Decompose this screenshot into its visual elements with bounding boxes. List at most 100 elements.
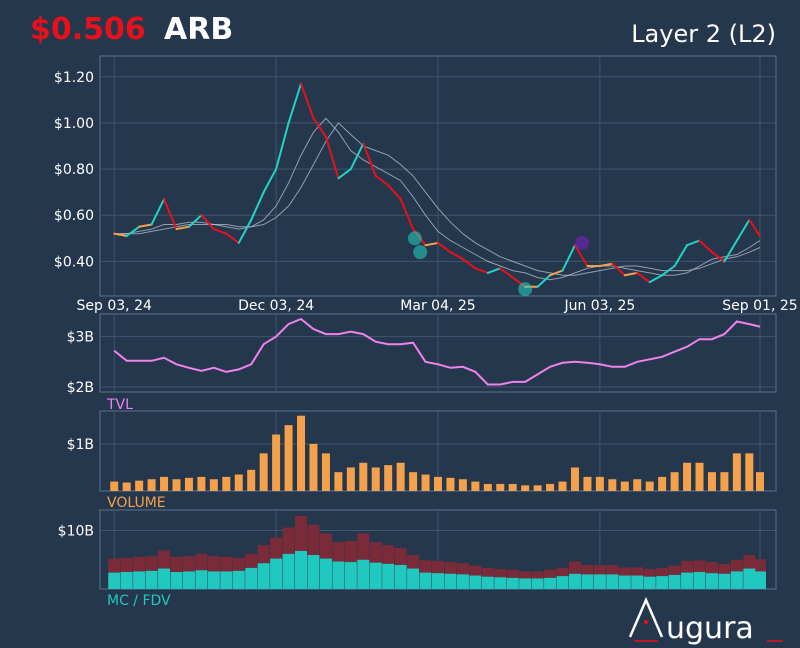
price-segment	[474, 267, 489, 274]
volume-bar	[197, 476, 206, 491]
volume-bar	[209, 479, 218, 491]
mc-bar	[195, 570, 208, 589]
price-segment	[648, 274, 664, 284]
price-segment	[611, 262, 626, 277]
price-segment	[150, 198, 166, 226]
volume-bar	[533, 485, 542, 491]
mc-bar	[730, 571, 743, 589]
volume-bar	[359, 462, 368, 491]
volume-bar	[546, 483, 555, 491]
price-segment	[661, 265, 676, 277]
mc-bar	[295, 550, 308, 589]
price-segment	[250, 191, 265, 221]
price-segment	[549, 269, 564, 277]
volume-bar	[707, 472, 716, 491]
volume-bar	[222, 476, 231, 491]
x-tick-label: Sep 01, 25	[722, 298, 797, 314]
price-segment	[561, 244, 576, 272]
volume-bar	[570, 467, 579, 491]
sector-label: Layer 2 (L2)	[631, 20, 776, 48]
tvl-y-tick-label: $2B	[67, 380, 94, 396]
mc-bar	[631, 575, 644, 589]
price-segment	[138, 223, 153, 228]
mc-bar	[220, 571, 233, 589]
mc-bar	[257, 563, 270, 589]
mc-bar	[120, 572, 133, 589]
price-segment	[312, 117, 327, 138]
mc-bar	[456, 574, 469, 589]
price-segment	[499, 267, 514, 279]
mc-bar	[656, 576, 669, 589]
volume-bar	[321, 453, 330, 491]
mc-bar	[282, 553, 295, 589]
mc-bar	[145, 570, 158, 589]
mc-bar	[668, 574, 681, 589]
volume-bar	[521, 485, 530, 491]
x-tick-label: Sep 03, 24	[77, 298, 152, 314]
event-marker	[518, 282, 533, 297]
volume-bar	[147, 479, 156, 491]
price-segment	[399, 198, 415, 231]
volume-bar	[259, 453, 268, 491]
volume-bar	[371, 467, 380, 491]
mc-bar	[681, 572, 694, 589]
volume-bar	[755, 472, 764, 491]
volume-bar	[421, 474, 430, 491]
mc-bar	[357, 559, 370, 589]
volume-bar	[483, 483, 492, 491]
mc-bar	[753, 571, 766, 589]
mc-bar	[270, 558, 283, 589]
volume-bar	[272, 434, 281, 491]
mc-bar	[394, 565, 407, 589]
volume-bar	[135, 480, 144, 491]
price-segment	[200, 214, 215, 231]
volume-bar	[346, 467, 355, 491]
mc-bar	[556, 576, 569, 589]
mc-bar	[319, 558, 332, 589]
volume-bar	[745, 453, 754, 491]
x-tick-label: Dec 03, 24	[238, 298, 314, 314]
volume-bar	[297, 415, 306, 491]
price-y-tick-label: $1.00	[54, 116, 94, 132]
price-segment	[748, 218, 761, 237]
mc-bar	[407, 568, 420, 589]
volume-bar	[558, 481, 567, 491]
volume-bar	[620, 481, 629, 491]
volume-bar	[309, 443, 318, 491]
price-segment	[698, 239, 713, 254]
mc-bar	[170, 572, 183, 589]
volume-bar	[471, 481, 480, 491]
price-segment	[225, 232, 240, 244]
price-y-tick-label: $0.80	[54, 162, 94, 178]
price-segment	[212, 228, 228, 235]
price-segment	[374, 175, 390, 187]
tvl-title: TVL	[106, 397, 133, 413]
volume-bar	[508, 483, 517, 491]
mc-bar	[182, 571, 195, 589]
price-y-tick-label: $0.40	[54, 254, 94, 270]
volume-bar	[110, 481, 119, 491]
price-segment	[175, 225, 190, 231]
ticker-symbol: ARB	[164, 12, 234, 47]
price-segment	[262, 168, 278, 194]
volume-bar	[334, 472, 343, 491]
mc-bar	[232, 570, 245, 589]
price-segment	[598, 262, 614, 267]
price-segment	[337, 168, 352, 180]
volume-bar	[595, 476, 604, 491]
volume-bar	[184, 477, 193, 491]
price-segment	[300, 82, 315, 120]
mc-bar	[158, 568, 171, 589]
volume-bar	[284, 425, 293, 491]
mc-y-tick-label: $10B	[58, 523, 94, 539]
volume-bar	[658, 476, 667, 491]
mc-bar	[718, 573, 731, 589]
mc-bar	[382, 563, 395, 589]
price-segment	[424, 241, 439, 247]
price-segment	[437, 241, 452, 254]
x-tick-label: Mar 04, 25	[400, 298, 475, 314]
price-segment	[237, 218, 253, 244]
mc-bar	[432, 573, 444, 589]
price-segment	[673, 244, 689, 267]
volume-bar	[458, 479, 467, 491]
